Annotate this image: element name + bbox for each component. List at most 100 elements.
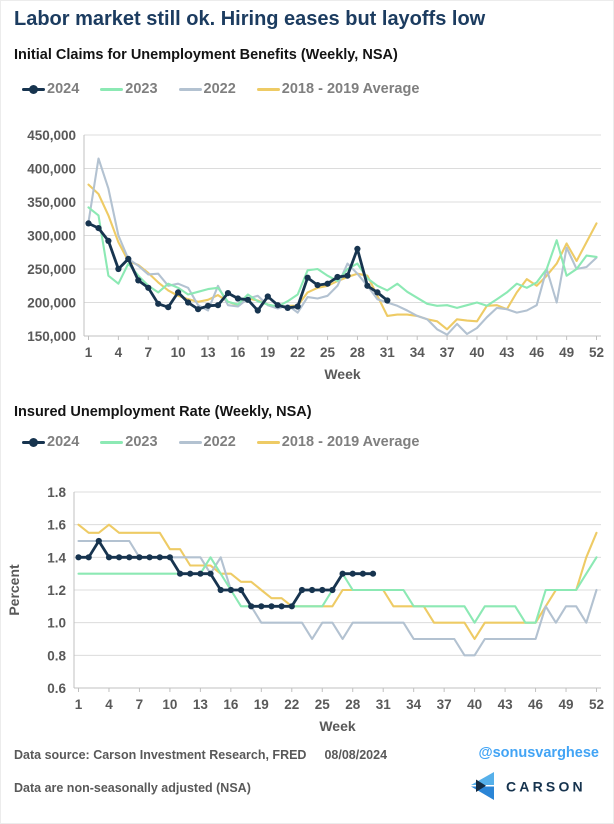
legend-swatch-icon	[178, 87, 202, 91]
x-axis-tick-label: 25	[320, 345, 336, 360]
legend-swatch-icon	[22, 84, 45, 94]
series-marker-2024	[254, 307, 261, 314]
x-axis-title: Week	[324, 366, 361, 382]
series-marker-2024	[185, 299, 192, 306]
series-marker-2024	[135, 277, 142, 284]
x-axis-tick-label: 7	[136, 697, 144, 712]
x-axis-tick-label: 19	[260, 345, 275, 360]
series-marker-2024	[274, 302, 281, 309]
x-axis-tick-label: 52	[589, 345, 604, 360]
initial-claims-legend: 2024 2023 2022 2018 - 2019 Average	[22, 81, 440, 97]
x-axis-tick-label: 37	[437, 697, 452, 712]
x-axis-tick-label: 16	[230, 345, 246, 360]
y-axis-tick-label: 1.2	[47, 583, 66, 598]
series-marker-2024	[156, 554, 163, 561]
legend-item-2018-2019Average: 2018 - 2019 Average	[256, 434, 419, 450]
x-axis-tick-label: 28	[345, 697, 361, 712]
legend-label: 2024	[47, 81, 80, 97]
x-axis-tick-label: 16	[223, 697, 239, 712]
series-marker-2024	[268, 603, 275, 610]
series-marker-2024	[175, 289, 182, 296]
y-axis-tick-label: 450,000	[27, 128, 76, 143]
series-marker-2024	[105, 554, 113, 561]
x-axis-tick-label: 40	[467, 697, 482, 712]
initial-claims-chart-title: Initial Claims for Unemployment Benefits…	[14, 47, 398, 63]
x-axis-tick-label: 49	[559, 345, 574, 360]
data-source-line: Data source: Carson Investment Research,…	[14, 748, 387, 762]
x-axis-title: Week	[319, 718, 356, 734]
series-marker-2024	[354, 245, 361, 252]
series-marker-2024	[126, 554, 133, 561]
page-title: Labor market still ok. Hiring eases but …	[14, 8, 486, 30]
series-marker-2024	[115, 265, 122, 273]
legend-item-2018-2019Average: 2018 - 2019 Average	[256, 81, 419, 97]
x-axis-tick-label: 34	[410, 345, 426, 360]
series-marker-2024	[364, 282, 371, 289]
series-marker-2024	[284, 304, 291, 311]
series-marker-2024	[85, 220, 92, 227]
y-axis-tick-label: 300,000	[27, 229, 76, 244]
x-axis-tick-label: 22	[284, 697, 299, 712]
series-marker-2024	[125, 255, 132, 262]
legend-item-2024: 2024	[22, 81, 79, 97]
y-axis-title: Percent	[6, 564, 22, 616]
x-axis-tick-label: 10	[162, 697, 177, 712]
nsa-note: Data are non-seasonally adjusted (NSA)	[14, 781, 251, 795]
series-line-2022	[87, 157, 598, 336]
series-marker-2024	[264, 293, 271, 300]
x-axis-tick-label: 34	[406, 697, 422, 712]
series-marker-2024	[195, 306, 202, 313]
series-marker-2024	[197, 570, 204, 577]
x-axis-tick-label: 28	[350, 345, 366, 360]
legend-item-2024: 2024	[22, 434, 79, 450]
x-axis-tick-label: 22	[290, 345, 305, 360]
series-marker-2024	[288, 603, 295, 610]
series-line-2018-2019Average	[77, 523, 598, 641]
series-marker-2024	[244, 296, 251, 303]
legend-marker-dot-icon	[29, 84, 38, 94]
x-axis-tick-label: 13	[193, 697, 209, 712]
series-marker-2024	[227, 586, 234, 594]
x-axis-tick-label: 31	[376, 697, 392, 712]
y-axis-tick-label: 1.8	[47, 485, 66, 500]
insured-rate-chart-title: Insured Unemployment Rate (Weekly, NSA)	[14, 404, 312, 420]
series-marker-2024	[319, 586, 326, 594]
legend-swatch-icon	[256, 440, 280, 444]
series-marker-2024	[207, 570, 214, 577]
series-line-2018-2019Average	[87, 183, 598, 331]
series-marker-2024	[224, 290, 232, 297]
series-marker-2024	[248, 603, 255, 610]
legend-item-2023: 2023	[100, 434, 158, 450]
legend-marker-dot-icon	[29, 437, 38, 447]
series-marker-2024	[217, 586, 224, 594]
series-marker-2024	[204, 302, 212, 309]
series-marker-2024	[166, 554, 173, 561]
legend-item-2023: 2023	[100, 81, 158, 97]
legend-label: 2023	[125, 434, 158, 450]
series-marker-2024	[237, 586, 245, 594]
legend-swatch-icon	[178, 440, 202, 444]
y-axis-tick-label: 1.4	[47, 550, 66, 565]
series-marker-2024	[146, 554, 153, 561]
legend-item-2022: 2022	[178, 434, 236, 450]
legend-swatch-icon	[100, 87, 124, 91]
x-axis-tick-label: 7	[145, 345, 153, 360]
series-line-2023	[87, 206, 598, 309]
carson-logo-mark-bottom	[471, 786, 494, 800]
series-marker-2024	[278, 603, 285, 610]
x-axis-tick-label: 49	[559, 697, 574, 712]
series-marker-2024	[75, 554, 82, 561]
series-marker-2024	[349, 570, 356, 577]
series-marker-2024	[136, 554, 143, 561]
series-marker-2024	[359, 570, 366, 577]
series-marker-2024	[95, 225, 102, 232]
carson-logo: CARSON	[471, 772, 583, 800]
legend-swatch-icon	[22, 437, 45, 447]
x-axis-tick-label: 40	[469, 345, 484, 360]
series-marker-2024	[234, 295, 241, 302]
y-axis-tick-label: 1.0	[47, 616, 66, 631]
legend-label: 2024	[47, 434, 80, 450]
x-axis-tick-label: 4	[115, 345, 123, 360]
data-source-text: Data source: Carson Investment Research,…	[14, 748, 307, 762]
